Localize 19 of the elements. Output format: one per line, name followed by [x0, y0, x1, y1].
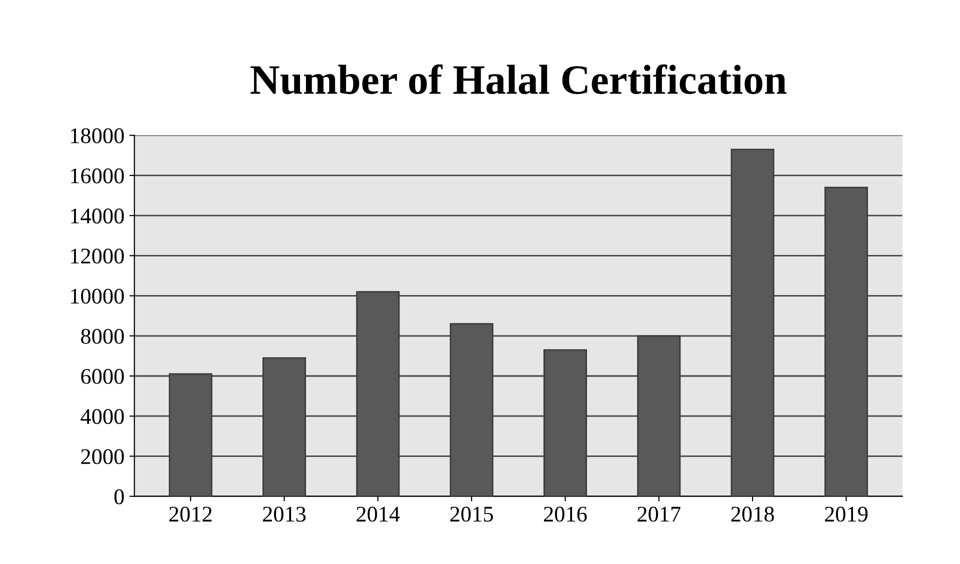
- x-tick-label: 2017: [638, 506, 680, 522]
- x-tick-label: 2016: [544, 506, 587, 522]
- y-tick-label: 0: [114, 489, 124, 504]
- y-tick-label: 6000: [81, 368, 124, 384]
- y-tick-label: 18000: [71, 128, 124, 144]
- x-tick-label: 2014: [356, 506, 400, 522]
- chart-title: Number of Halal Certification: [250, 64, 786, 94]
- y-tick-label: 10000: [71, 288, 124, 304]
- y-tick-label: 12000: [71, 248, 124, 264]
- x-tick-label: 2012: [169, 506, 212, 522]
- y-tick-label: 8000: [81, 328, 124, 344]
- y-tick-label: 2000: [81, 449, 124, 464]
- x-tick-label: 2015: [450, 506, 493, 522]
- y-tick-label: 14000: [71, 208, 124, 224]
- x-tick-label: 2013: [263, 506, 306, 522]
- x-tick-label: 2018: [731, 506, 774, 522]
- y-tick-label: 4000: [80, 409, 124, 424]
- x-tick-label: 2019: [824, 506, 868, 522]
- y-tick-label: 16000: [71, 168, 124, 184]
